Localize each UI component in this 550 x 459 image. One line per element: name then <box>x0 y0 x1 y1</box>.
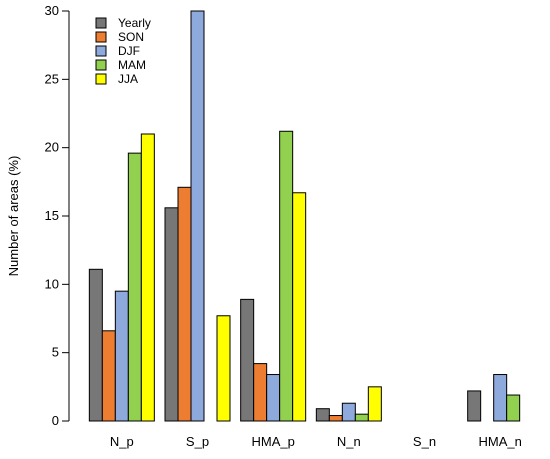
bar-yearly-n_p <box>88 268 103 422</box>
bar-mam-hma_p <box>279 130 294 422</box>
x-tick-label: HMA_n <box>478 434 521 449</box>
bar-djf-hma_n <box>493 374 508 422</box>
bar-son-hma_p <box>253 363 268 422</box>
legend-label-mam: MAM <box>118 58 146 72</box>
bar-son-n_n <box>328 415 343 422</box>
bar-jja-n_n <box>367 386 382 422</box>
y-tick-label: 0 <box>52 413 59 428</box>
bar-son-n_p <box>101 330 116 422</box>
legend-label-djf: DJF <box>118 44 140 58</box>
bar-djf-hma_p <box>266 374 281 422</box>
legend-label-son: SON <box>118 30 144 44</box>
legend-swatch-son <box>95 31 107 43</box>
x-axis: N_p S_p HMA_p N_n S_n HMA_n <box>110 434 522 449</box>
bar-djf-n_n <box>341 402 356 422</box>
x-tick-label: HMA_p <box>251 434 294 449</box>
bars-layer <box>88 10 521 422</box>
bar-djf-n_p <box>114 290 129 422</box>
x-tick-label: S_n <box>413 434 436 449</box>
bar-son-s_p <box>177 186 192 422</box>
y-tick-label: 20 <box>45 140 59 155</box>
y-tick-label: 15 <box>45 208 59 223</box>
bar-mam-hma_n <box>506 394 521 422</box>
x-tick-label: N_p <box>110 434 134 449</box>
legend-swatch-jja <box>95 73 107 85</box>
legend-swatch-yearly <box>95 17 107 29</box>
y-tick-label: 30 <box>45 3 59 18</box>
legend-label-jja: JJA <box>118 72 138 86</box>
legend-swatch-mam <box>95 59 107 71</box>
bar-yearly-hma_p <box>240 298 255 422</box>
y-axis: 0 5 10 15 20 25 30 <box>45 3 70 428</box>
y-axis-title: Number of areas (%) <box>6 156 21 277</box>
bar-mam-n_p <box>127 152 142 422</box>
x-tick-label: N_n <box>337 434 361 449</box>
bar-yearly-s_p <box>164 207 179 422</box>
y-tick-label: 10 <box>45 276 59 291</box>
y-tick-label: 5 <box>52 345 59 360</box>
bar-jja-hma_p <box>292 192 307 422</box>
bar-jja-n_p <box>140 133 155 422</box>
legend-swatch-djf <box>95 45 107 57</box>
bar-yearly-hma_n <box>467 390 482 422</box>
bar-yearly-n_n <box>315 408 330 422</box>
legend-label-yearly: Yearly <box>118 16 151 30</box>
bar-mam-n_n <box>354 413 369 422</box>
bar-djf-s_p <box>190 10 205 422</box>
x-tick-label: S_p <box>186 434 209 449</box>
bar-jja-s_p <box>216 315 231 422</box>
y-tick-label: 25 <box>45 71 59 86</box>
